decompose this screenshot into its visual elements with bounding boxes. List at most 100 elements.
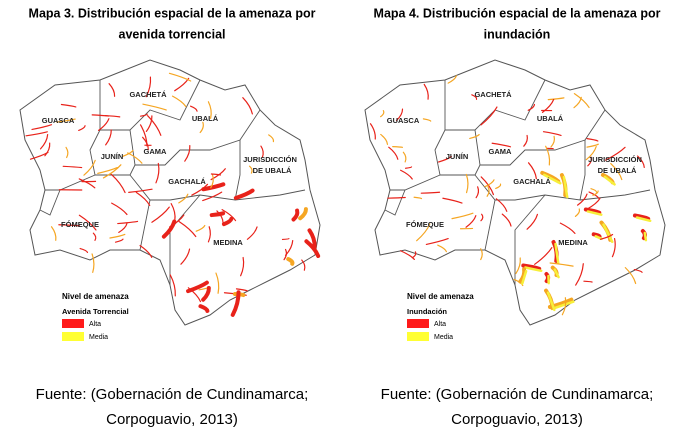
hazard-streak [216,210,224,224]
hazard-streak [574,208,581,217]
hazard-streak [550,135,556,148]
legend-item: Media [434,334,453,341]
hazard-streak [190,105,198,112]
hazard-streak [524,266,543,273]
hazard-streak [402,151,407,163]
hazard-streak [109,233,126,239]
hazard-streak [469,133,480,140]
legend-swatch [407,319,429,328]
region-label: GACHALÁ [168,177,206,186]
hazard-streak [198,304,210,313]
hazard-streak [62,165,83,169]
legend-subtitle: Avenida Torrencial [62,307,129,316]
hazard-streak [575,263,584,286]
hazard-streak [307,228,317,249]
hazard-streak [169,274,176,297]
hazard-streak [380,133,389,145]
hazard-streak [191,183,209,196]
hazard-streak [221,208,237,222]
hazard-streak [521,263,542,271]
region-label: GACHETÁ [129,90,167,99]
hazard-streak [291,208,300,222]
hazard-streak [486,186,490,197]
hazard-streak [114,238,124,243]
municipal-border [45,80,101,191]
hazard-streak [586,143,599,148]
hazard-streak [451,212,474,220]
hazard-streak [399,250,415,261]
hazard-streak [283,248,288,261]
hazard-streak [447,75,458,84]
hazard-streak [127,152,143,164]
municipal-border [100,79,201,131]
hazard-streak [422,118,432,122]
hazard-streak [102,164,122,179]
region-label: UBALÁ [192,114,219,123]
hazard-streak [145,76,152,98]
region-label: GUASCA [387,116,420,125]
legend-subtitle: Inundación [407,307,447,316]
hazard-streak [298,207,308,221]
hazard-streak [491,142,512,148]
hazard-streak [108,83,116,97]
region-label: FÓMEQUE [406,220,444,229]
region-label: DE UBALÁ [598,166,637,175]
municipal-border [484,199,496,251]
legend-title: Nivel de amenaza [62,292,129,301]
source-caption: Corpoguavio, 2013) [451,411,583,428]
hazard-streak [583,280,593,283]
hazard-streak [50,226,57,241]
region-label: FÓMEQUE [61,220,99,229]
hazard-streak [207,226,211,243]
municipal-border [514,194,546,285]
hazard-streak [602,223,614,244]
hazard-streak [465,215,477,228]
hazard-streak [118,222,128,233]
hazard-streak [573,92,590,109]
hazard-streak [186,280,209,294]
hazard-streak [546,291,556,312]
hazard-streak [523,134,528,147]
map-outline [364,59,666,326]
hazard-streak [31,124,53,131]
hazard-streak [610,162,623,181]
hazard-streak [39,133,49,150]
hazard-streak [221,216,234,227]
region-label: JURISDICCIÓN [588,155,642,164]
map-title: Mapa 3. Distribución espacial de la amen… [29,6,316,20]
region-label: GAMA [144,147,167,156]
hazard-streak [246,226,258,240]
legend-item: Alta [89,321,101,328]
hazard-streak [501,213,512,227]
hazard-streak [78,125,86,131]
map-panel: Mapa 4. Distribución espacial de la amen… [364,6,666,428]
hazard-streak [577,193,588,206]
map-panel: Mapa 3. Distribución espacial de la amen… [19,6,321,428]
hazard-streak [636,155,645,169]
hazard-streak [437,155,452,163]
hazard-streak [387,196,406,199]
hazard-streak [562,175,569,199]
hazard-streak [117,220,139,225]
region-label: JURISDICCIÓN [243,155,297,164]
hazard-streak [425,238,449,246]
hazard-streak [542,131,562,136]
hazard-streak [235,288,248,292]
hazard-streak [635,216,652,223]
hazard-streak [178,220,197,238]
hazard-streak [592,190,599,196]
hazard-streak [248,165,253,174]
hazard-streak [92,232,97,241]
hazard-streak [91,114,110,117]
hazard-streak [78,178,96,189]
source-caption: Fuente: (Gobernación de Cundinamarca; [36,386,309,403]
hazard-streak [97,118,110,132]
hazard-streak [25,131,48,137]
hazard-streak [145,115,153,132]
hazard-streak [599,233,614,240]
hazard-streak [420,191,441,194]
hazard-streak [495,198,508,212]
hazard-streak [44,142,51,157]
hazard-streak [195,224,206,232]
hazard-streak [484,179,495,188]
